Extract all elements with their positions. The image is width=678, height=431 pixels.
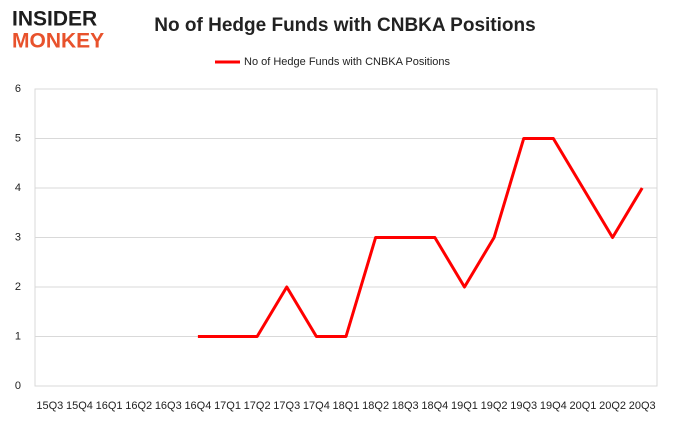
x-tick-label: 19Q2 bbox=[481, 400, 508, 412]
x-tick-label: 16Q2 bbox=[125, 400, 152, 412]
chart-title: No of Hedge Funds with CNBKA Positions bbox=[154, 15, 535, 36]
x-tick-label: 17Q2 bbox=[244, 400, 271, 412]
y-tick-label: 4 bbox=[15, 182, 21, 194]
x-tick-label: 18Q2 bbox=[362, 400, 389, 412]
x-tick-label: 18Q1 bbox=[333, 400, 360, 412]
x-tick-label: 18Q3 bbox=[392, 400, 419, 412]
data-line bbox=[197, 137, 644, 338]
logo-bottom: MONKEY bbox=[12, 30, 104, 53]
x-tick-label: 16Q1 bbox=[96, 400, 123, 412]
x-tick-label: 17Q4 bbox=[303, 400, 330, 412]
x-tick-label: 20Q2 bbox=[599, 400, 626, 412]
y-tick-label: 1 bbox=[15, 330, 21, 342]
x-tick-label: 15Q4 bbox=[66, 400, 93, 412]
x-tick-label: 19Q3 bbox=[510, 400, 537, 412]
x-tick-label: 17Q1 bbox=[214, 400, 241, 412]
x-tick-label: 15Q3 bbox=[36, 400, 63, 412]
y-tick-label: 5 bbox=[15, 132, 21, 144]
y-tick-label: 2 bbox=[15, 281, 21, 293]
x-tick-label: 20Q1 bbox=[569, 400, 596, 412]
x-tick-label: 18Q4 bbox=[421, 400, 448, 412]
x-tick-label: 16Q3 bbox=[155, 400, 182, 412]
x-tick-label: 16Q4 bbox=[184, 400, 211, 412]
x-tick-label: 19Q4 bbox=[540, 400, 567, 412]
y-tick-label: 0 bbox=[15, 380, 21, 392]
y-tick-label: 6 bbox=[15, 83, 21, 95]
x-tick-label: 17Q3 bbox=[273, 400, 300, 412]
y-tick-label: 3 bbox=[15, 231, 21, 243]
x-tick-label: 19Q1 bbox=[451, 400, 478, 412]
legend-label: No of Hedge Funds with CNBKA Positions bbox=[244, 56, 451, 68]
x-tick-label: 20Q3 bbox=[629, 400, 656, 412]
logo-top: INSIDER bbox=[12, 8, 97, 31]
